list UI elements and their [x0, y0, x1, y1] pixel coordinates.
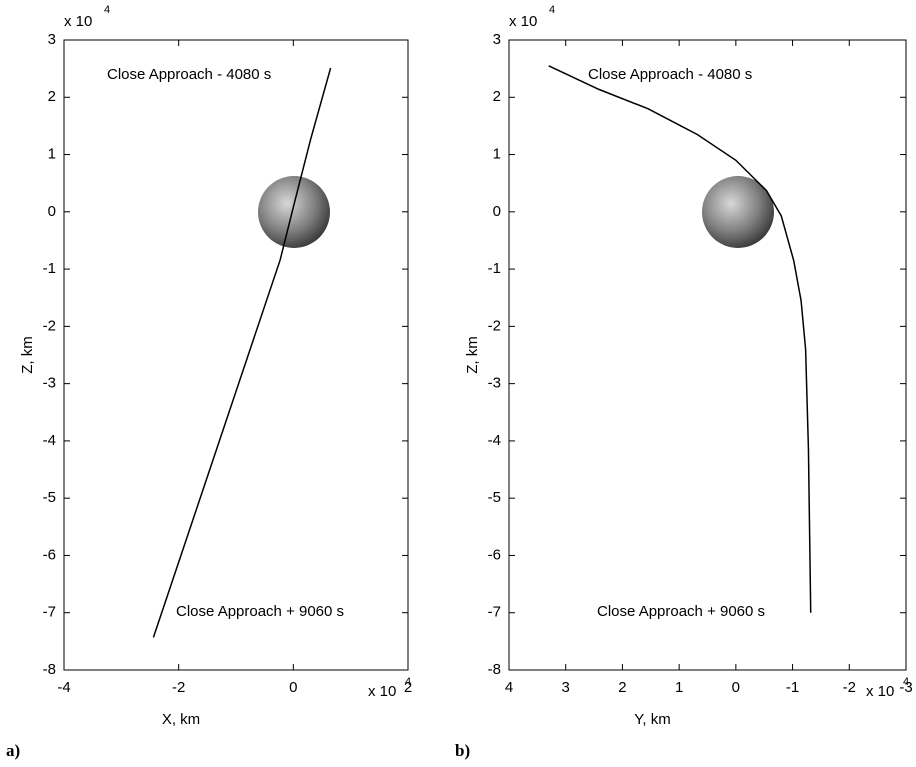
- y-tick-label: -6: [43, 546, 56, 563]
- y-multiplier: x 10: [509, 13, 537, 30]
- y-tick-label: 0: [493, 203, 501, 220]
- y-tick-label: -8: [488, 661, 501, 678]
- earth: [702, 176, 774, 248]
- y-tick-label: -8: [43, 661, 56, 678]
- y-tick-label: 2: [48, 88, 56, 105]
- y-tick-label: -1: [43, 260, 56, 277]
- y-multiplier-exp: 4: [549, 4, 555, 16]
- x-tick-label: 0: [732, 679, 740, 696]
- x-tick-label: -4: [57, 679, 70, 696]
- panel-label: a): [6, 741, 20, 760]
- plot-frame: [508, 39, 907, 671]
- x-tick-label: 3: [562, 679, 570, 696]
- panel-label: b): [455, 741, 470, 760]
- y-multiplier-exp: 4: [104, 4, 110, 16]
- trajectory: [548, 65, 812, 613]
- x-multiplier-exp: 4: [903, 676, 909, 688]
- x-tick-label: 0: [289, 679, 297, 696]
- x-multiplier: x 10: [866, 683, 894, 700]
- annotation: Close Approach + 9060 s: [176, 603, 344, 620]
- y-axis-label: Z, km: [19, 336, 36, 374]
- y-tick-label: -7: [43, 604, 56, 621]
- y-tick-label: -7: [488, 604, 501, 621]
- earth: [258, 176, 330, 248]
- y-tick-label: -4: [488, 432, 501, 449]
- x-tick-label: -2: [172, 679, 185, 696]
- y-tick-label: -2: [488, 317, 501, 334]
- x-multiplier-exp: 4: [405, 676, 411, 688]
- x-tick-label: -2: [843, 679, 856, 696]
- y-tick-label: -5: [488, 489, 501, 506]
- x-tick-label: -1: [786, 679, 799, 696]
- x-multiplier: x 10: [368, 683, 396, 700]
- trajectory: [152, 67, 332, 638]
- y-axis-label: Z, km: [464, 336, 481, 374]
- x-axis-label: X, km: [162, 711, 200, 728]
- y-tick-label: -3: [488, 375, 501, 392]
- x-tick-label: 2: [618, 679, 626, 696]
- y-tick-label: 0: [48, 203, 56, 220]
- x-axis-label: Y, km: [634, 711, 670, 728]
- x-tick-label: -3: [899, 679, 912, 696]
- y-tick-label: 2: [493, 88, 501, 105]
- annotation: Close Approach - 4080 s: [107, 66, 271, 83]
- y-tick-label: 1: [493, 146, 501, 163]
- x-tick-label: 1: [675, 679, 683, 696]
- y-tick-label: -3: [43, 375, 56, 392]
- y-tick-label: 3: [493, 31, 501, 48]
- annotation: Close Approach - 4080 s: [588, 66, 752, 83]
- y-tick-label: -5: [43, 489, 56, 506]
- y-tick-label: 3: [48, 31, 56, 48]
- plot-frame: [63, 39, 409, 671]
- x-tick-label: 4: [505, 679, 513, 696]
- y-tick-label: -6: [488, 546, 501, 563]
- y-tick-label: -4: [43, 432, 56, 449]
- y-tick-label: 1: [48, 146, 56, 163]
- annotation: Close Approach + 9060 s: [597, 603, 765, 620]
- x-tick-label: 2: [404, 679, 412, 696]
- y-multiplier: x 10: [64, 13, 92, 30]
- y-tick-label: -1: [488, 260, 501, 277]
- y-tick-label: -2: [43, 317, 56, 334]
